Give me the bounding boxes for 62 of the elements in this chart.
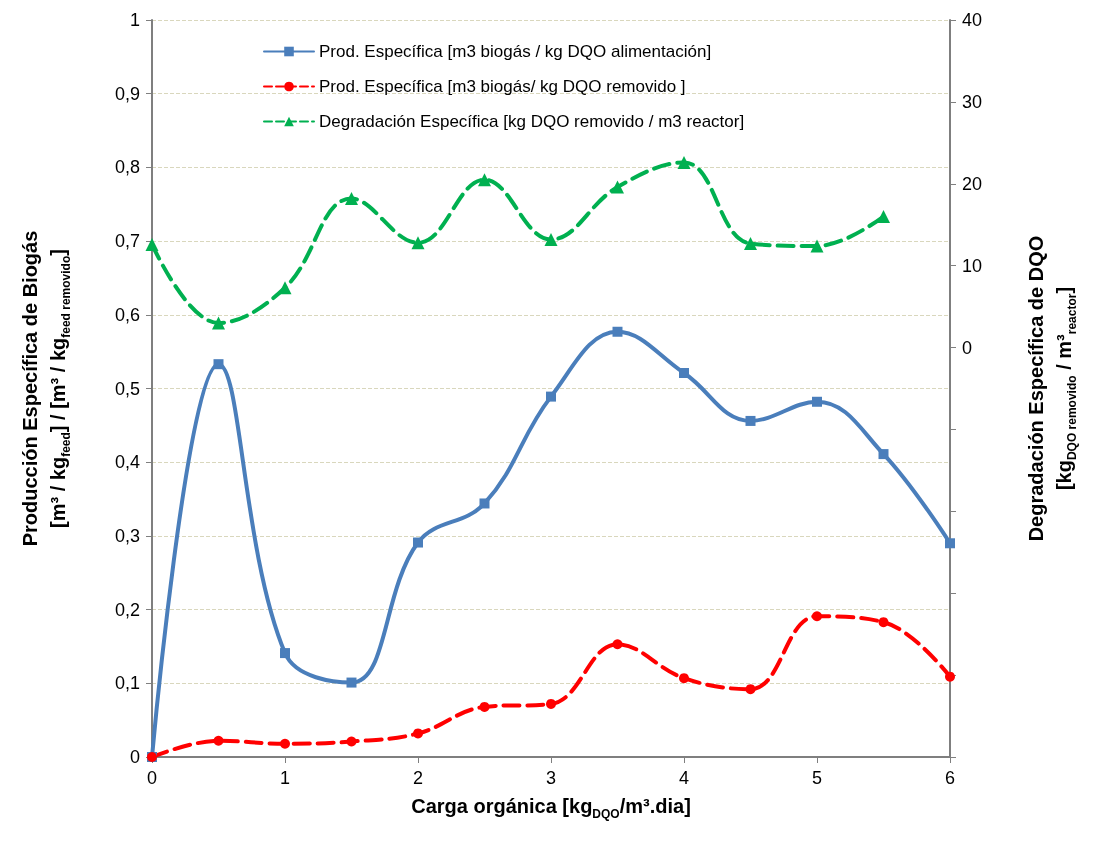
- x-tick-label: 3: [545, 768, 557, 788]
- legend-label: Prod. Específica [m3 biogás / kg DQO alimentación]: [319, 42, 712, 61]
- point: [945, 671, 955, 682]
- point: [145, 237, 159, 251]
- point: [812, 396, 822, 407]
- point: [745, 684, 756, 695]
- x-tick-label: 1: [279, 768, 291, 788]
- x-tick-label: 0: [146, 768, 158, 788]
- y-tick-label: 0,6: [114, 304, 140, 325]
- point: [213, 359, 224, 370]
- point: [546, 391, 556, 402]
- point: [612, 326, 623, 337]
- point: [877, 210, 890, 224]
- point: [544, 232, 558, 246]
- point: [744, 237, 757, 251]
- point: [679, 673, 689, 684]
- y-tick-label: 0: [129, 747, 140, 767]
- point: [212, 316, 225, 330]
- point: [812, 611, 822, 622]
- y-tick-label: 0,2: [114, 599, 140, 620]
- point: [677, 155, 691, 169]
- point: [213, 735, 224, 746]
- point: [478, 173, 491, 187]
- point: [413, 728, 423, 739]
- point: [679, 368, 689, 379]
- point: [280, 738, 290, 749]
- point: [280, 648, 290, 659]
- point: [479, 701, 490, 712]
- point: [945, 538, 955, 549]
- point: [413, 537, 423, 548]
- x-tick-label: 4: [678, 768, 690, 788]
- point: [878, 449, 889, 460]
- legend-label: Degradación Específica [kg DQO removido / m3 reactor]: [319, 112, 745, 131]
- point: [345, 192, 358, 206]
- y2-tick-label: 40: [962, 10, 983, 30]
- point: [612, 639, 623, 650]
- x-tick-label: 2: [412, 768, 424, 788]
- y-tick-label: 0,7: [114, 231, 140, 252]
- y-tick-label: 0,1: [114, 673, 140, 694]
- y2-tick-label: 30: [962, 91, 983, 112]
- y-tick-label: 0,8: [114, 157, 140, 178]
- point: [479, 498, 490, 509]
- point: [546, 698, 556, 709]
- point: [745, 415, 756, 426]
- x-tick-label: 5: [811, 768, 823, 788]
- y2-tick-label: 0: [962, 337, 973, 358]
- legend-label: Prod. Específica [m3 biogás/ kg DQO removido ]: [319, 77, 686, 96]
- point: [810, 239, 824, 253]
- y-tick-label: 0,4: [114, 452, 140, 473]
- point: [278, 281, 292, 295]
- y2-tick-label: 20: [962, 173, 983, 194]
- x-tick-label: 6: [944, 768, 956, 788]
- point: [611, 180, 624, 194]
- point: [346, 677, 357, 688]
- y-tick-label: 0,9: [114, 83, 140, 104]
- y-tick-label: 1: [129, 10, 140, 30]
- y2-tick-label: 10: [962, 255, 983, 276]
- y-tick-label: 0,5: [114, 378, 140, 399]
- point: [411, 236, 425, 250]
- y-tick-label: 0,3: [114, 525, 140, 546]
- point: [878, 617, 889, 628]
- point: [346, 736, 357, 747]
